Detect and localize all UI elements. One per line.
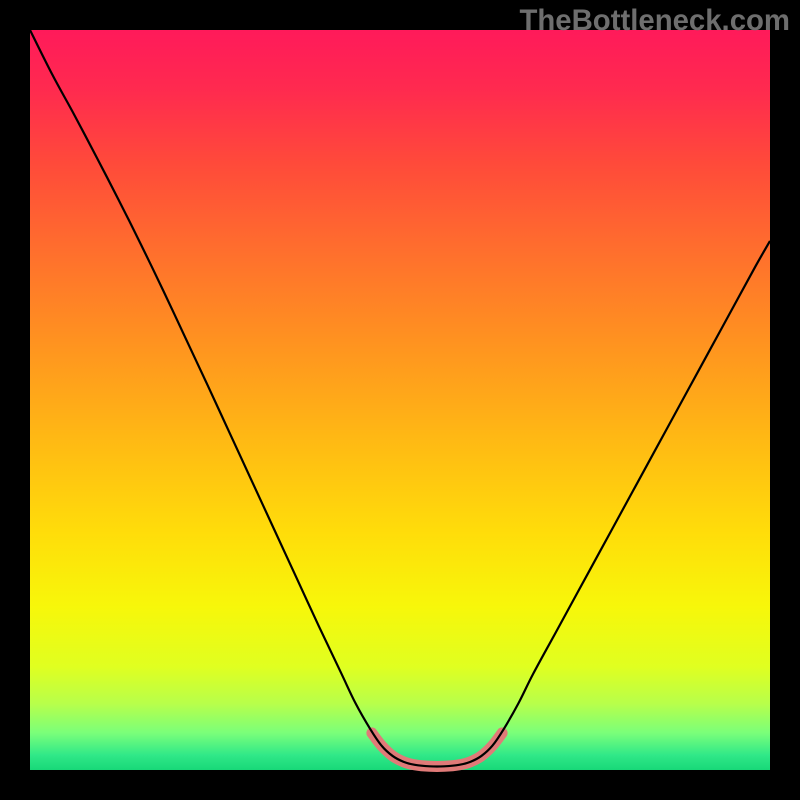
plot-background xyxy=(30,30,770,770)
watermark-label: TheBottleneck.com xyxy=(519,4,790,38)
bottleneck-chart xyxy=(0,0,800,800)
chart-frame: TheBottleneck.com xyxy=(0,0,800,800)
